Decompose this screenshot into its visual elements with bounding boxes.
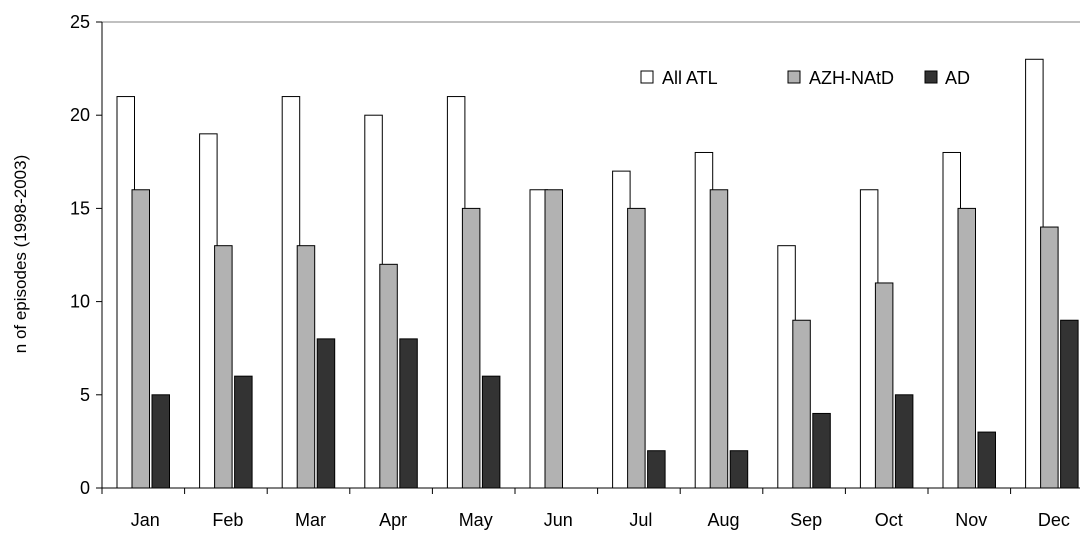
legend-swatch-azh-natd — [788, 71, 800, 83]
x-tick-label-jun: Jun — [544, 510, 573, 530]
x-tick-label-jan: Jan — [131, 510, 160, 530]
bar-azh-natd-jul — [628, 208, 646, 488]
bar-azh-natd-jan — [132, 190, 150, 488]
x-tick-label-nov: Nov — [955, 510, 987, 530]
bar-ad-jul — [648, 451, 666, 488]
x-tick-label-mar: Mar — [295, 510, 326, 530]
x-tick-label-dec: Dec — [1038, 510, 1070, 530]
x-tick-label-oct: Oct — [875, 510, 903, 530]
y-tick-label: 25 — [70, 12, 90, 32]
plot-area: 0 5 10 15 20 25 Jan Feb Mar Apr May Jun Jul Aug Sep Oct… — [70, 12, 1080, 530]
bar-ad-apr — [400, 339, 418, 488]
x-tick-label-jul: Jul — [629, 510, 652, 530]
bar-ad-nov — [978, 432, 996, 488]
y-tick-label: 0 — [80, 478, 90, 498]
bar-azh-natd-apr — [380, 264, 398, 488]
x-tick-label-apr: Apr — [379, 510, 407, 530]
bar-azh-natd-feb — [215, 246, 233, 488]
bar-azh-natd-nov — [958, 208, 976, 488]
bar-ad-may — [482, 376, 500, 488]
y-axis-label: n of episodes (1998-2003) — [11, 155, 30, 353]
y-tick-label: 20 — [70, 105, 90, 125]
legend-label-azh-natd: AZH-NAtD — [809, 68, 894, 88]
y-tick-label: 5 — [80, 385, 90, 405]
x-tick-label-sep: Sep — [790, 510, 822, 530]
bar-azh-natd-dec — [1041, 227, 1059, 488]
x-tick-label-aug: Aug — [707, 510, 739, 530]
bar-azh-natd-jun — [545, 190, 563, 488]
bar-azh-natd-aug — [710, 190, 728, 488]
y-tick-label: 15 — [70, 198, 90, 218]
bar-azh-natd-may — [462, 208, 480, 488]
bar-azh-natd-oct — [875, 283, 893, 488]
x-tick-label-may: May — [459, 510, 493, 530]
bar-ad-aug — [730, 451, 748, 488]
x-tick-label-feb: Feb — [212, 510, 243, 530]
legend-label-ad: AD — [945, 68, 970, 88]
bar-ad-jan — [152, 395, 170, 488]
y-tick-label: 10 — [70, 292, 90, 312]
legend-label-all-atl: All ATL — [662, 68, 718, 88]
bar-ad-sep — [813, 413, 831, 488]
bar-ad-mar — [317, 339, 335, 488]
legend-swatch-ad — [925, 71, 937, 83]
bar-azh-natd-sep — [793, 320, 811, 488]
bar-ad-oct — [895, 395, 913, 488]
bar-ad-feb — [235, 376, 253, 488]
bar-ad-dec — [1061, 320, 1079, 488]
bar-azh-natd-mar — [297, 246, 315, 488]
legend-swatch-all-atl — [641, 71, 653, 83]
